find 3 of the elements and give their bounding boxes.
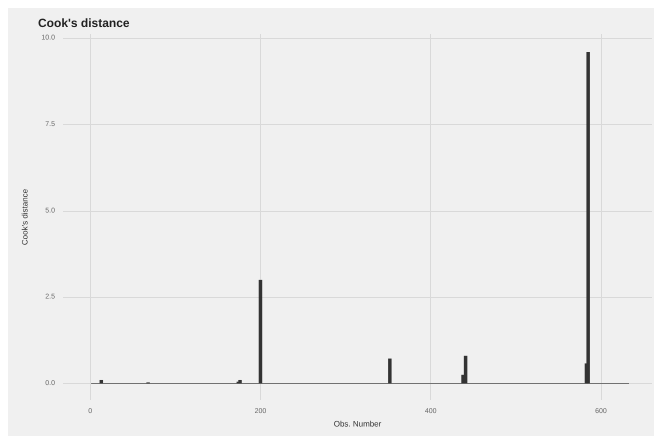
chart-title: Cook's distance xyxy=(38,16,130,30)
y-axis-title: Cook's distance xyxy=(20,188,30,246)
x-axis-title: Obs. Number xyxy=(334,419,382,428)
